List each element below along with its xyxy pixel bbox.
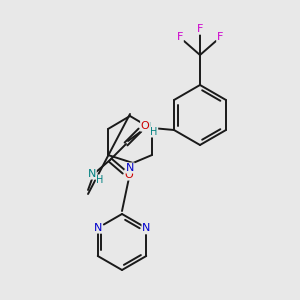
- Text: N: N: [142, 223, 150, 233]
- Text: N: N: [94, 223, 102, 233]
- Text: H: H: [150, 127, 158, 137]
- Text: F: F: [197, 24, 203, 34]
- Text: N: N: [88, 169, 96, 179]
- Text: O: O: [124, 170, 134, 180]
- Text: F: F: [177, 32, 183, 42]
- Text: F: F: [217, 32, 223, 42]
- Text: N: N: [143, 122, 151, 132]
- Text: H: H: [96, 175, 104, 185]
- Text: O: O: [141, 121, 149, 131]
- Text: N: N: [126, 163, 134, 173]
